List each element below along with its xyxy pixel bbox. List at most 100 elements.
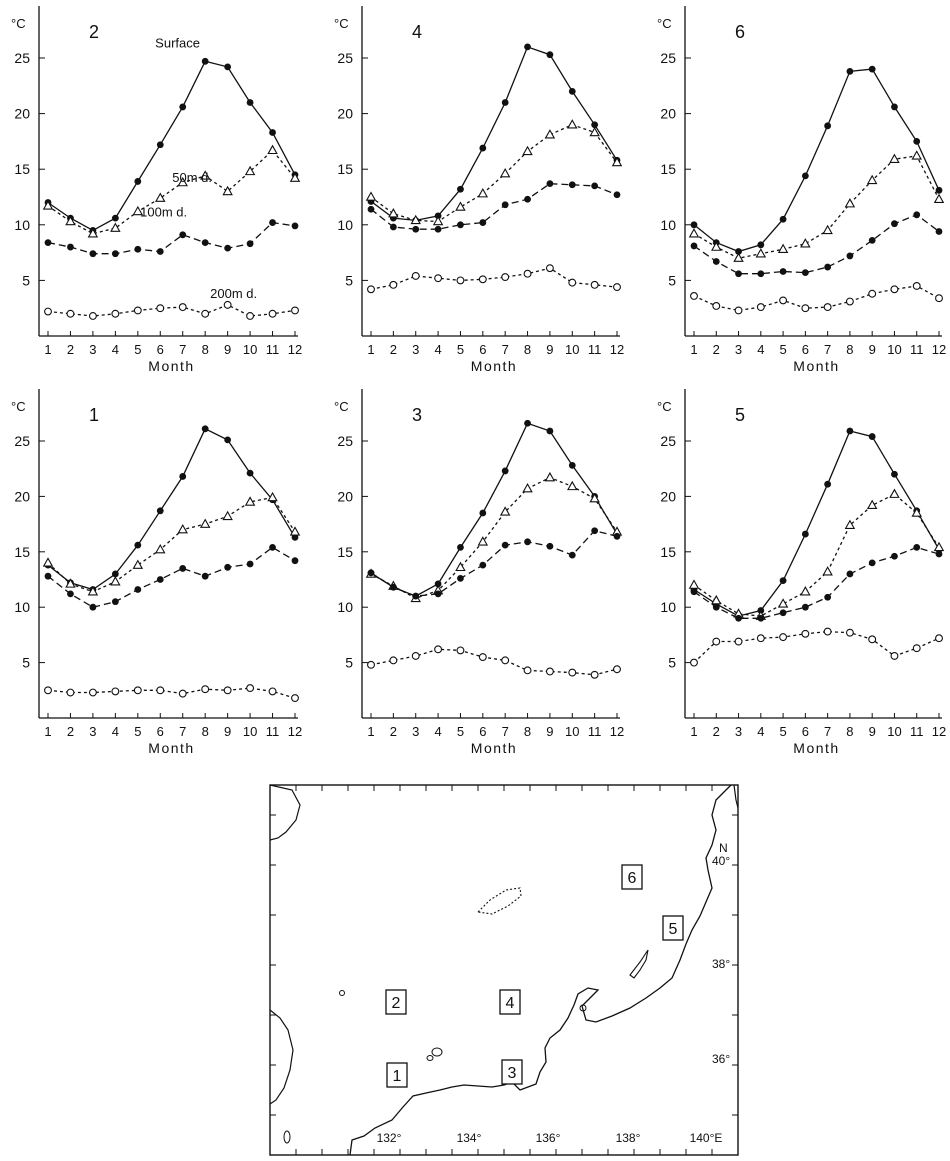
data-point bbox=[246, 312, 255, 320]
y-tick-label: 5 bbox=[345, 272, 353, 288]
x-tick-label: 5 bbox=[134, 724, 141, 739]
series-line-4 bbox=[47, 304, 296, 317]
series-line-4 bbox=[693, 630, 940, 664]
data-point bbox=[456, 646, 465, 655]
data-point bbox=[44, 686, 52, 695]
data-point bbox=[434, 225, 442, 233]
data-point bbox=[66, 688, 75, 697]
x-tick-label: 1 bbox=[44, 724, 51, 739]
data-point bbox=[44, 307, 52, 316]
data-point bbox=[735, 248, 742, 255]
data-point bbox=[111, 214, 119, 222]
data-point bbox=[224, 563, 232, 571]
data-point bbox=[690, 588, 698, 596]
data-point bbox=[777, 598, 789, 608]
data-point bbox=[434, 645, 443, 654]
data-point bbox=[88, 688, 97, 697]
data-point bbox=[111, 687, 120, 696]
data-point bbox=[42, 200, 54, 210]
series-line-2 bbox=[693, 155, 940, 259]
x-axis-label: Month bbox=[793, 740, 839, 756]
data-point bbox=[779, 633, 788, 642]
x-tick-label: 7 bbox=[502, 724, 509, 739]
data-point bbox=[801, 530, 809, 538]
data-point bbox=[913, 211, 921, 219]
x-tick-label: 10 bbox=[243, 724, 257, 739]
data-point bbox=[434, 580, 442, 588]
data-point bbox=[67, 243, 74, 251]
data-point bbox=[591, 121, 599, 129]
data-point bbox=[613, 191, 621, 199]
coastline-japan bbox=[349, 784, 732, 1156]
data-point bbox=[44, 572, 52, 580]
data-point bbox=[824, 122, 832, 130]
data-point bbox=[712, 637, 721, 646]
data-point bbox=[224, 436, 232, 444]
data-point bbox=[456, 276, 465, 285]
data-point bbox=[244, 165, 256, 176]
data-point bbox=[412, 225, 420, 233]
x-tick-label: 3 bbox=[89, 724, 96, 739]
y-tick-label: 5 bbox=[668, 272, 676, 288]
series-label: 50m d. bbox=[172, 170, 212, 185]
data-point bbox=[845, 297, 854, 306]
data-point bbox=[712, 302, 721, 310]
series-line-3 bbox=[370, 529, 618, 597]
station-map: 1 2 3 4 5 6 132° 134° 136° 138° 140°E 36° 38° 40°N bbox=[269, 784, 739, 1156]
data-point bbox=[868, 236, 876, 244]
y-tick-label: 25 bbox=[337, 50, 353, 66]
data-point bbox=[757, 614, 765, 622]
x-tick-label: 10 bbox=[565, 724, 579, 739]
data-point bbox=[389, 280, 398, 289]
data-point bbox=[246, 240, 254, 248]
data-point bbox=[457, 221, 464, 229]
data-point bbox=[912, 282, 921, 290]
x-tick-label: 5 bbox=[457, 724, 464, 739]
data-point bbox=[289, 526, 301, 536]
series-line-3 bbox=[47, 546, 296, 608]
data-point bbox=[690, 221, 698, 229]
series-label: Surface bbox=[155, 35, 200, 50]
data-point bbox=[367, 569, 375, 577]
data-point bbox=[757, 241, 765, 249]
x-tick-label: 9 bbox=[869, 724, 876, 739]
data-point bbox=[177, 524, 188, 534]
y-tick-label: 20 bbox=[660, 488, 676, 504]
data-point bbox=[690, 292, 698, 300]
series-line-2 bbox=[47, 496, 296, 593]
x-tick-label: 12 bbox=[610, 342, 624, 357]
data-point bbox=[479, 219, 487, 226]
x-tick-label: 1 bbox=[367, 724, 374, 739]
x-tick-label: 5 bbox=[779, 342, 786, 357]
y-tick-label: 20 bbox=[337, 488, 353, 504]
data-point bbox=[44, 239, 52, 246]
data-point bbox=[522, 145, 533, 156]
station-number: 5 bbox=[735, 405, 745, 425]
data-point bbox=[801, 304, 810, 313]
data-point bbox=[365, 191, 377, 201]
x-tick-label: 4 bbox=[757, 342, 764, 357]
x-tick-label: 7 bbox=[179, 724, 186, 739]
x-tick-label: 4 bbox=[434, 724, 441, 739]
x-tick-label: 2 bbox=[713, 342, 720, 357]
data-point bbox=[824, 480, 832, 488]
x-tick-label: 4 bbox=[757, 724, 764, 739]
data-point bbox=[844, 519, 856, 529]
longitude-label: 136° bbox=[536, 1131, 561, 1145]
data-point bbox=[545, 264, 554, 273]
x-tick-label: 10 bbox=[887, 724, 901, 739]
y-tick-label: 10 bbox=[14, 217, 30, 233]
series-line-3 bbox=[370, 183, 618, 230]
x-tick-label: 6 bbox=[479, 342, 486, 357]
data-point bbox=[735, 270, 742, 278]
data-point bbox=[156, 304, 165, 313]
x-tick-label: 10 bbox=[887, 342, 901, 357]
x-tick-label: 11 bbox=[588, 342, 602, 357]
data-point bbox=[823, 303, 832, 312]
data-point bbox=[222, 185, 233, 196]
data-point bbox=[779, 215, 787, 223]
x-tick-label: 12 bbox=[932, 342, 946, 357]
station-number: 2 bbox=[89, 22, 99, 42]
data-point bbox=[389, 223, 397, 231]
data-point bbox=[201, 239, 209, 246]
